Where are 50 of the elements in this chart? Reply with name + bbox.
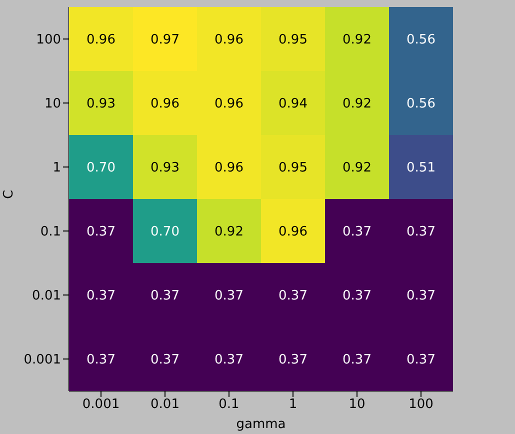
data-label: 0.37 — [214, 288, 244, 304]
data-label: 0.37 — [406, 352, 436, 368]
data-label: 0.37 — [150, 288, 180, 304]
y-tick-label: 1 — [52, 160, 61, 176]
x-tick-label: 10 — [348, 397, 366, 412]
data-label: 0.96 — [214, 32, 244, 48]
data-label: 0.92 — [342, 32, 372, 48]
data-label: 0.93 — [150, 160, 180, 176]
x-axis-title: gamma — [236, 417, 286, 432]
data-label: 0.37 — [342, 352, 372, 368]
data-label: 0.94 — [278, 96, 308, 112]
x-tick-label: 100 — [408, 397, 434, 412]
data-label: 0.92 — [342, 96, 372, 112]
data-label: 0.51 — [406, 160, 436, 176]
data-label: 0.37 — [278, 352, 308, 368]
data-label: 0.97 — [150, 32, 180, 48]
data-label: 0.96 — [278, 224, 308, 240]
data-label: 0.96 — [214, 160, 244, 176]
y-tick-label: 0.1 — [40, 224, 61, 240]
x-tick-label: 0.1 — [218, 397, 240, 412]
data-label: 0.37 — [86, 288, 116, 304]
data-label: 0.37 — [406, 288, 436, 304]
data-label: 0.37 — [86, 224, 116, 240]
data-label: 0.37 — [342, 224, 372, 240]
data-label: 0.95 — [278, 160, 308, 176]
data-label: 0.37 — [214, 352, 244, 368]
x-tick-label: 0.01 — [150, 397, 180, 412]
data-label: 0.56 — [406, 32, 436, 48]
x-tick-label: 1 — [288, 397, 298, 412]
y-tick-label: 0.001 — [24, 352, 61, 368]
data-label: 0.70 — [86, 160, 116, 176]
y-axis-title: C — [2, 190, 17, 199]
data-label: 0.37 — [406, 224, 436, 240]
data-label: 0.96 — [86, 32, 116, 48]
data-label: 0.37 — [150, 352, 180, 368]
y-tick-label: 100 — [36, 32, 61, 48]
x-tick-label: 0.001 — [82, 397, 120, 412]
data-label: 0.37 — [86, 352, 116, 368]
data-label: 0.37 — [278, 288, 308, 304]
data-label: 0.70 — [150, 224, 180, 240]
data-label: 0.92 — [214, 224, 244, 240]
data-label: 0.92 — [342, 160, 372, 176]
y-tick-label: 0.01 — [32, 288, 61, 304]
data-label: 0.93 — [86, 96, 116, 112]
data-label: 0.95 — [278, 32, 308, 48]
data-label: 0.96 — [150, 96, 180, 112]
data-label: 0.37 — [342, 288, 372, 304]
y-tick-label: 10 — [44, 96, 61, 112]
data-label: 0.56 — [406, 96, 436, 112]
data-label: 0.96 — [214, 96, 244, 112]
